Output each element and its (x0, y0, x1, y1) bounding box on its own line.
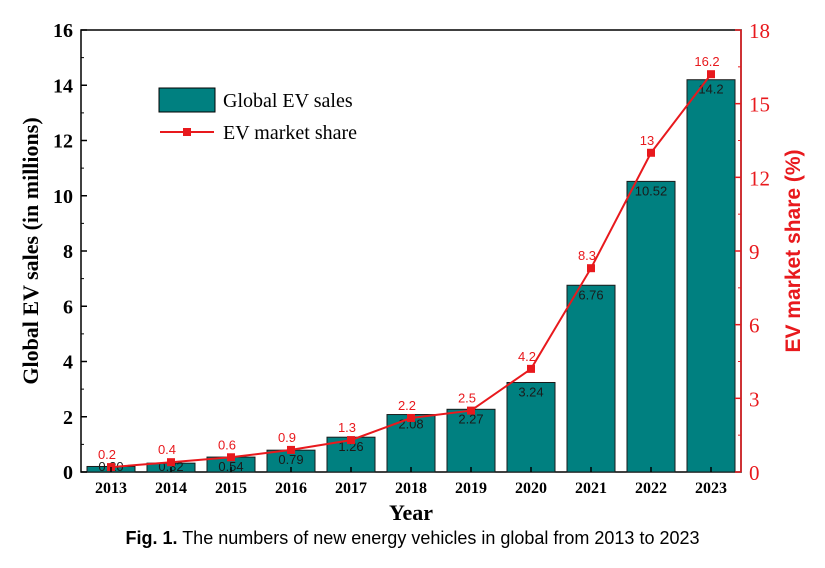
bar-value-label: 3.24 (518, 384, 543, 399)
market-share-point-2018 (407, 413, 415, 422)
x-tick-label: 2014 (155, 480, 187, 497)
market-share-point-2016 (287, 445, 295, 454)
bar-value-label: 0.79 (278, 452, 303, 467)
y2-tick-label: 3 (749, 387, 760, 411)
market-share-point-2014 (167, 458, 175, 467)
x-tick-label: 2022 (635, 480, 667, 497)
y-tick-label: 12 (53, 131, 73, 153)
y2-tick-label: 18 (749, 19, 770, 43)
bar-2022 (626, 180, 676, 473)
market-share-point-2019 (467, 406, 475, 415)
y-tick-label: 14 (53, 75, 73, 97)
x-tick-label: 2021 (575, 480, 607, 497)
y2-tick-label: 0 (749, 461, 760, 485)
x-tick-label: 2016 (275, 480, 307, 497)
bar-value-label: 6.76 (578, 287, 603, 302)
ev-chart: 0.200.320.540.791.262.082.273.246.7610.5… (18, 19, 805, 525)
caption-text: The numbers of new energy vehicles in gl… (177, 528, 700, 548)
market-share-label: 13 (640, 133, 654, 148)
y2-tick-label: 15 (749, 93, 770, 117)
bar-value-label: 0.54 (218, 459, 243, 474)
y-tick-label: 10 (53, 186, 73, 208)
market-share-label: 0.2 (98, 447, 116, 462)
market-share-label: 16.2 (694, 54, 719, 69)
y2-axis-title: EV market share (%) (782, 149, 805, 352)
market-share-point-2017 (347, 436, 355, 445)
legend-bar-label: Global EV sales (223, 90, 353, 112)
y-tick-label: 0 (63, 462, 73, 484)
market-share-point-2022 (647, 148, 655, 157)
y-tick-label: 2 (63, 407, 73, 429)
bar-value-label: 2.27 (458, 411, 483, 426)
bar-2023 (686, 79, 736, 473)
y-tick-label: 16 (53, 20, 73, 42)
bar-value-label: 1.26 (338, 439, 363, 454)
x-tick-label: 2018 (395, 480, 427, 497)
caption-prefix: Fig. 1. (125, 528, 178, 548)
left-axis: 0 2 4 6 8 10 12 14 16 (53, 20, 87, 484)
market-share-label: 2.2 (398, 398, 416, 413)
market-share-label: 0.9 (278, 430, 296, 445)
market-share-point-2015 (227, 453, 235, 462)
market-share-label: 0.6 (218, 437, 236, 452)
x-axis-title: Year (389, 500, 433, 525)
x-tick-label: 2013 (95, 480, 127, 497)
legend: Global EV sales EV market share (158, 87, 357, 144)
bar-value-label: 10.52 (635, 183, 668, 198)
x-tick-label: 2023 (695, 480, 727, 497)
legend-bar-swatch (158, 87, 216, 113)
y-tick-label: 6 (63, 296, 73, 318)
market-share-point-2023 (707, 70, 715, 79)
y-axis-title: Global EV sales (in millions) (18, 117, 43, 384)
right-axis: 0 3 6 9 12 15 18 (735, 19, 770, 485)
x-tick-label: 2015 (215, 480, 247, 497)
x-tick-label: 2019 (455, 480, 487, 497)
line-layer: 0.2 0.4 0.6 0.9 1.3 2.2 2.5 4.2 8.3 13 16.2 (98, 54, 720, 472)
market-share-point-2021 (587, 264, 595, 273)
bar-value-label: 14.2 (698, 82, 723, 97)
market-share-label: 0.4 (158, 442, 176, 457)
bars-layer: 0.200.320.540.791.262.082.273.246.7610.5… (86, 79, 736, 474)
x-tick-label: 2017 (335, 480, 367, 497)
y2-tick-label: 6 (749, 314, 760, 338)
bar-2021 (566, 284, 616, 473)
x-axis: 2013 2014 2015 2016 2017 2018 2019 2020 2021 2022… (95, 467, 727, 497)
y2-tick-label: 12 (749, 166, 770, 190)
market-share-label: 8.3 (578, 248, 596, 263)
y-tick-label: 8 (63, 241, 73, 263)
legend-line-marker (183, 128, 191, 136)
market-share-label: 2.5 (458, 391, 476, 406)
market-share-label: 4.2 (518, 349, 536, 364)
legend-line-label: EV market share (223, 122, 357, 144)
bar-2020 (506, 381, 556, 473)
market-share-point-2020 (527, 364, 535, 373)
bar-2019 (446, 408, 496, 473)
figure-caption: Fig. 1. The numbers of new energy vehicl… (0, 528, 825, 549)
y-tick-label: 4 (63, 352, 73, 374)
x-tick-label: 2020 (515, 480, 547, 497)
market-share-label: 1.3 (338, 420, 356, 435)
y2-tick-label: 9 (749, 240, 760, 264)
